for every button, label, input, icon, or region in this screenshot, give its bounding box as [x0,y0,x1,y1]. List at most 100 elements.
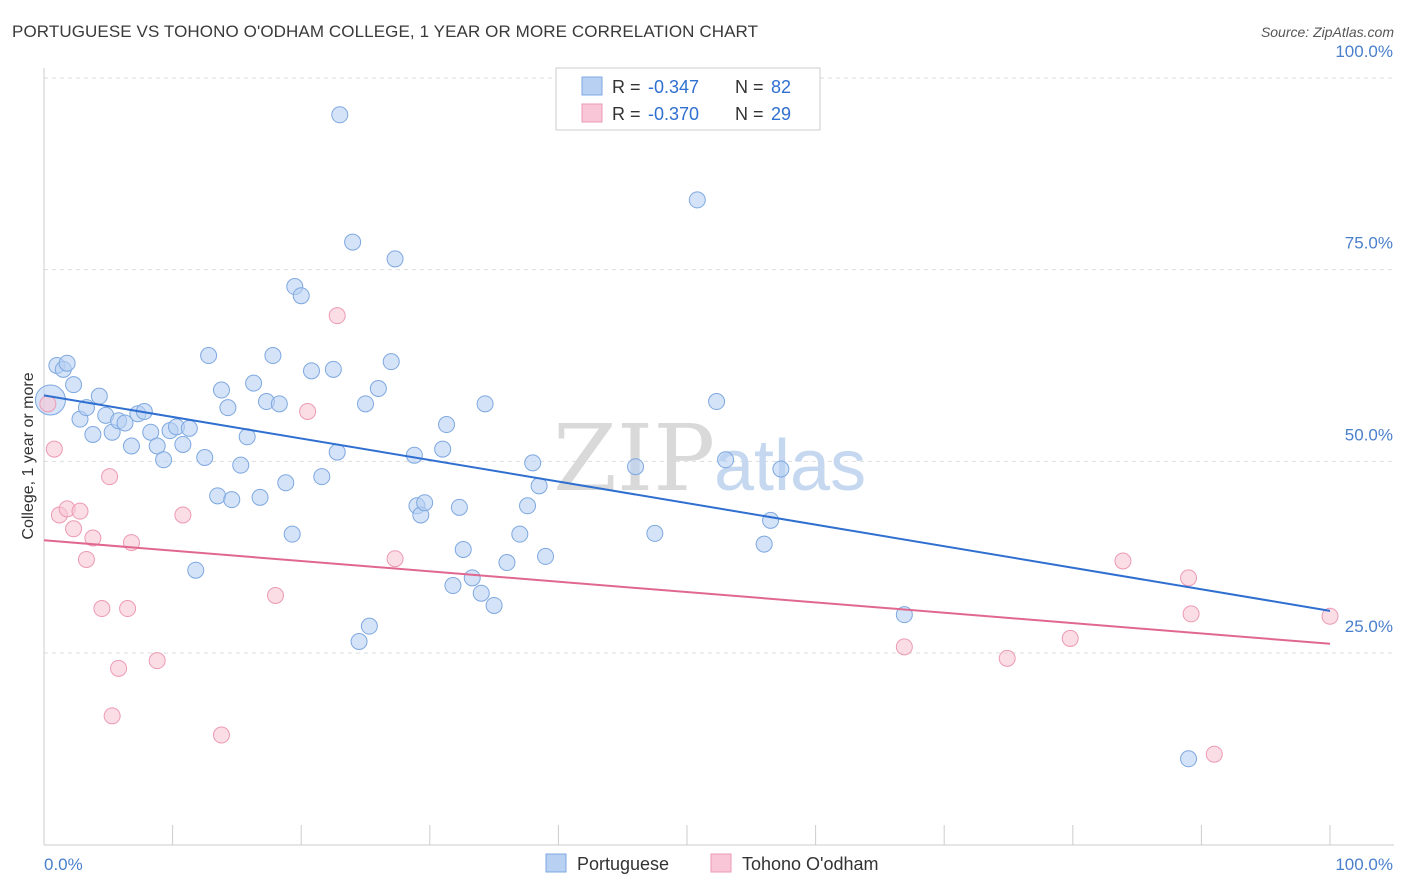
tohono-point [1321,607,1339,625]
portuguese-point [122,437,140,455]
tohono-point [101,468,119,486]
portuguese-point [331,106,349,124]
portuguese-trend-line [43,394,1331,612]
legend-swatch-tohono [581,103,603,123]
portuguese-point [142,423,160,441]
portuguese-point [251,488,269,506]
tohono-point [77,550,95,568]
bottom-legend-tohono: Tohono O'odham [742,854,879,874]
portuguese-point [772,460,790,478]
tohono-point [998,649,1016,667]
trend-lines [43,394,1331,645]
portuguese-point [350,633,368,650]
tohono-point [1114,552,1132,570]
portuguese-point [717,451,735,469]
bottom-legend-swatch-portuguese [545,853,567,873]
portuguese-point [283,525,301,543]
watermark-atlas: atlas [714,426,866,506]
portuguese-point [382,353,400,371]
portuguese-point [434,440,452,458]
portuguese-point [277,474,295,492]
watermark: ZIP atlas [553,405,866,512]
portuguese-point [302,362,320,380]
portuguese-point [454,541,472,558]
x-tick-label-max: 100.0% [1335,855,1393,874]
portuguese-point [524,454,542,472]
portuguese-point [444,577,462,595]
bottom-legend-portuguese: Portuguese [577,854,669,874]
tohono-point [119,600,137,618]
portuguese-point [405,446,423,464]
tohono-point [895,638,913,656]
portuguese-point [219,399,237,417]
tohono-points [39,307,1339,763]
tohono-point [84,529,102,547]
portuguese-point [498,554,516,572]
chart-title: PORTUGUESE VS TOHONO O'ODHAM COLLEGE, 1 … [12,22,759,41]
portuguese-point [537,547,555,565]
portuguese-point [84,426,102,443]
y-tick-labels: 25.0% 50.0% 75.0% 100.0% [1335,42,1393,636]
tohono-point [71,502,89,520]
portuguese-point [90,387,108,405]
portuguese-point [187,561,205,579]
portuguese-point [245,374,263,392]
portuguese-point [369,380,387,397]
portuguese-point [438,416,456,434]
tohono-trend-line [43,539,1331,645]
legend: R = -0.347 N = 82 R = -0.370 N = 29 [555,67,821,131]
tohono-point [212,726,230,744]
portuguese-point [463,569,481,587]
x-tick-label-min: 0.0% [44,855,83,874]
tohono-point [39,395,57,413]
portuguese-point [209,487,227,505]
axes [43,68,1394,846]
legend-r-label-2: R = [612,104,641,124]
tohono-point [174,506,192,524]
portuguese-point [324,360,342,378]
portuguese-point [485,596,503,614]
portuguese-point [328,443,346,461]
portuguese-point [155,451,173,469]
tohono-point [93,600,111,618]
portuguese-point [148,437,166,455]
portuguese-point [386,250,404,268]
tohono-point [1061,629,1079,647]
portuguese-point [416,494,434,512]
portuguese-point [65,376,83,394]
y-tick-label-50: 50.0% [1345,425,1393,444]
portuguese-point [450,498,468,516]
bottom-legend: Portuguese Tohono O'odham [545,853,879,874]
portuguese-point [116,414,134,432]
legend-r-value-2: -0.370 [648,104,699,124]
tohono-point [266,587,284,604]
legend-r-value-1: -0.347 [648,77,699,97]
tohono-point [65,520,83,538]
portuguese-point [200,347,218,365]
portuguese-point [58,354,76,372]
portuguese-point [357,395,374,413]
portuguese-point [212,381,230,399]
tohono-point [103,707,121,725]
legend-n-label-1: N = [735,77,764,97]
tohono-point [148,652,166,670]
portuguese-point [270,395,288,413]
tohono-point [328,307,346,325]
source-label: Source: ZipAtlas.com [1260,24,1394,40]
tohono-point [45,440,63,458]
legend-n-value-1: 82 [771,77,791,97]
portuguese-point [180,419,198,437]
portuguese-point [174,435,192,453]
y-tick-label-75: 75.0% [1345,234,1393,253]
tohono-point [1205,745,1223,763]
tohono-point [299,403,317,420]
grid [44,77,1394,654]
portuguese-point [1180,750,1198,768]
tohono-point [1180,569,1198,587]
tohono-point [110,659,128,677]
legend-swatch-portuguese [581,76,603,96]
x-tick-labels: 0.0% 100.0% [44,855,1393,874]
portuguese-point [344,233,362,251]
y-axis-label: College, 1 year or more [20,372,37,539]
portuguese-point [519,497,537,515]
